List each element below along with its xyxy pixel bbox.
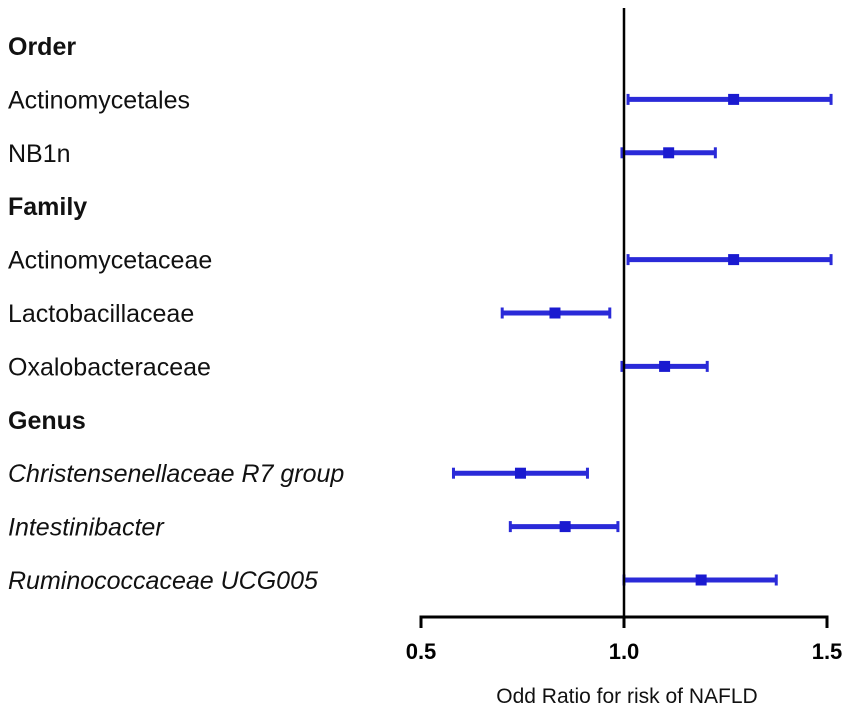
x-tick-label: 0.5 xyxy=(406,639,437,664)
ci-row xyxy=(620,360,709,372)
odds-ratio-point xyxy=(549,307,561,319)
ci-row xyxy=(620,147,717,159)
x-axis-title: Odd Ratio for risk of NAFLD xyxy=(496,685,757,708)
row-label: Actinomycetales xyxy=(8,86,190,114)
row-label: Christensenellaceae R7 group xyxy=(8,460,344,488)
odds-ratio-point xyxy=(728,254,740,266)
row-label: Intestinibacter xyxy=(8,514,165,542)
row-label: Oxalobacteraceae xyxy=(8,353,211,381)
odds-ratio-point xyxy=(659,360,671,372)
odds-ratio-point xyxy=(695,574,707,586)
group-header: Genus xyxy=(8,407,86,435)
x-tick-label: 1.0 xyxy=(609,639,640,664)
ci-row xyxy=(626,254,833,266)
row-labels: Order Actinomycetales NB1n Family Actinomyce… xyxy=(8,33,344,595)
ci-row xyxy=(622,574,778,586)
odds-ratio-point xyxy=(728,93,740,105)
ci-row xyxy=(626,93,833,105)
group-header: Order xyxy=(8,33,76,61)
ci-row xyxy=(500,307,612,319)
x-tick-label: 1.5 xyxy=(812,639,843,664)
row-label: Lactobacillaceae xyxy=(8,300,194,328)
row-label: NB1n xyxy=(8,140,71,168)
odds-ratio-point xyxy=(663,147,675,159)
row-label: Actinomycetaceae xyxy=(8,247,212,275)
row-label: Ruminococcaceae UCG005 xyxy=(8,567,318,595)
x-axis-ticks: 0.5 1.0 1.5 xyxy=(406,617,843,664)
odds-ratio-point xyxy=(559,521,571,533)
ci-marks xyxy=(451,93,833,586)
ci-row xyxy=(451,467,589,479)
odds-ratio-point xyxy=(514,467,526,479)
group-header: Family xyxy=(8,193,87,221)
ci-row xyxy=(508,521,620,533)
